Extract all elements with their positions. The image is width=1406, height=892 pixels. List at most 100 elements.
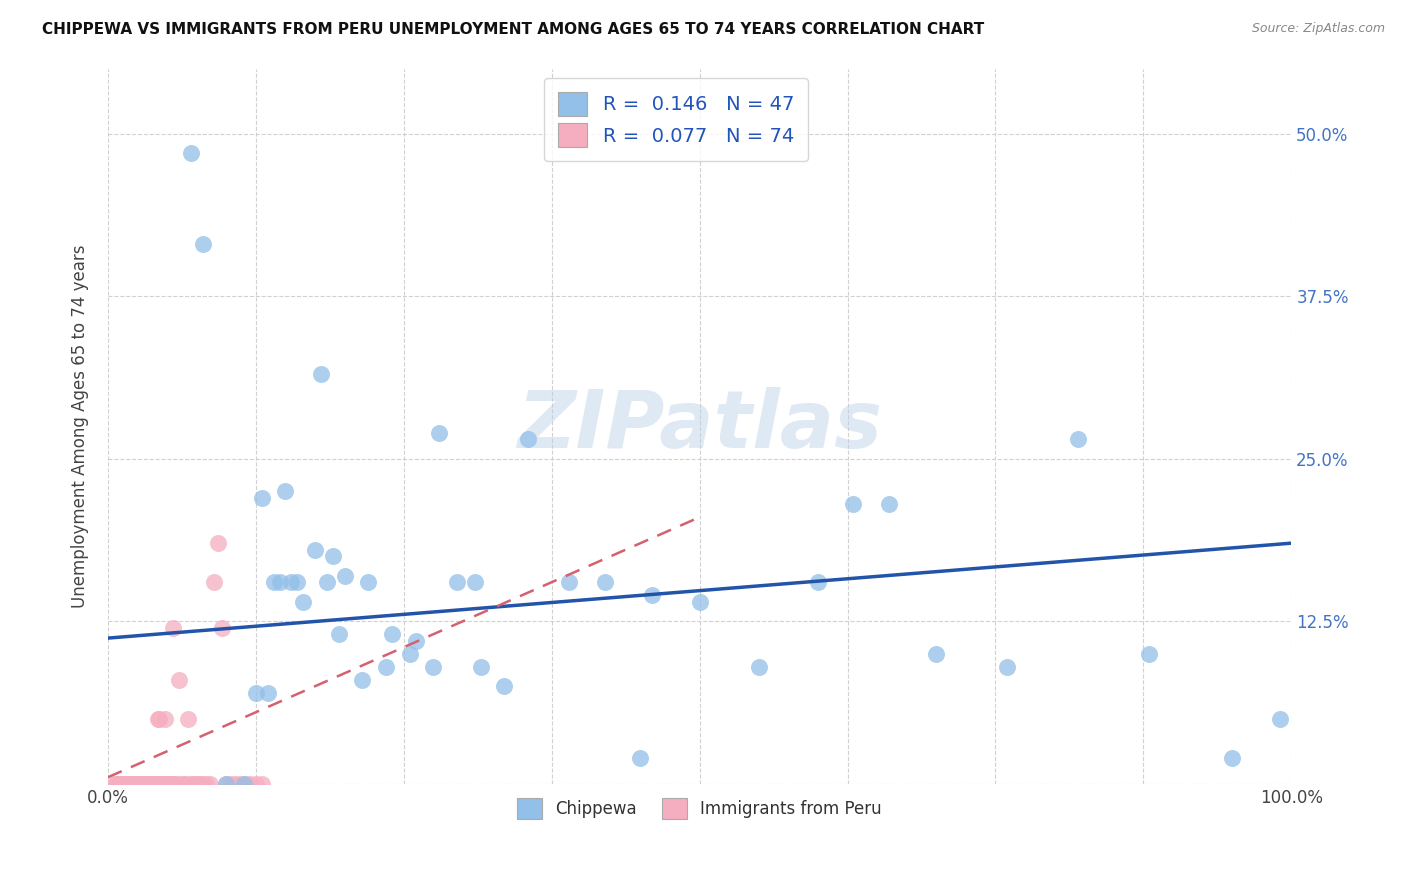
Text: ZIPatlas: ZIPatlas	[517, 387, 882, 465]
Point	[105, 777, 128, 791]
Point	[180, 146, 202, 161]
Point	[162, 621, 184, 635]
Point	[146, 712, 169, 726]
Point	[121, 777, 143, 791]
Point	[143, 777, 166, 791]
Point	[352, 673, 374, 687]
Text: Source: ZipAtlas.com: Source: ZipAtlas.com	[1251, 22, 1385, 36]
Point	[245, 777, 267, 791]
Point	[309, 367, 332, 381]
Point	[280, 575, 302, 590]
Point	[381, 627, 404, 641]
Point	[398, 647, 420, 661]
Point	[184, 777, 207, 791]
Point	[995, 659, 1018, 673]
Point	[129, 777, 152, 791]
Point	[112, 777, 135, 791]
Legend: Chippewa, Immigrants from Peru: Chippewa, Immigrants from Peru	[510, 792, 889, 825]
Point	[181, 777, 204, 791]
Point	[173, 777, 195, 791]
Point	[132, 777, 155, 791]
Point	[422, 659, 444, 673]
Point	[157, 777, 180, 791]
Point	[427, 425, 450, 440]
Point	[195, 777, 218, 791]
Point	[174, 777, 197, 791]
Point	[159, 777, 181, 791]
Point	[191, 237, 214, 252]
Point	[630, 750, 652, 764]
Point	[215, 777, 238, 791]
Point	[152, 777, 174, 791]
Point	[129, 777, 152, 791]
Point	[1067, 432, 1090, 446]
Point	[322, 549, 344, 564]
Point	[134, 777, 156, 791]
Point	[1268, 712, 1291, 726]
Y-axis label: Unemployment Among Ages 65 to 74 years: Unemployment Among Ages 65 to 74 years	[72, 244, 89, 607]
Point	[250, 491, 273, 505]
Point	[114, 777, 136, 791]
Point	[328, 627, 350, 641]
Point	[689, 595, 711, 609]
Point	[1220, 750, 1243, 764]
Point	[748, 659, 770, 673]
Point	[122, 777, 145, 791]
Point	[127, 777, 149, 791]
Point	[167, 673, 190, 687]
Point	[292, 595, 315, 609]
Point	[108, 777, 131, 791]
Point	[188, 777, 211, 791]
Point	[149, 777, 172, 791]
Point	[159, 777, 181, 791]
Point	[163, 777, 186, 791]
Point	[155, 777, 177, 791]
Point	[136, 777, 159, 791]
Point	[215, 777, 238, 791]
Point	[143, 777, 166, 791]
Point	[110, 777, 132, 791]
Point	[285, 575, 308, 590]
Point	[191, 777, 214, 791]
Point	[239, 777, 262, 791]
Point	[517, 432, 540, 446]
Point	[131, 777, 153, 791]
Point	[138, 777, 160, 791]
Point	[128, 777, 150, 791]
Point	[150, 777, 173, 791]
Point	[274, 484, 297, 499]
Point	[115, 777, 138, 791]
Point	[219, 777, 242, 791]
Point	[405, 633, 427, 648]
Point	[807, 575, 830, 590]
Point	[120, 777, 142, 791]
Point	[135, 777, 157, 791]
Point	[316, 575, 339, 590]
Point	[121, 777, 143, 791]
Point	[593, 575, 616, 590]
Point	[142, 777, 165, 791]
Point	[304, 542, 326, 557]
Point	[233, 777, 256, 791]
Point	[842, 497, 865, 511]
Point	[464, 575, 486, 590]
Point	[375, 659, 398, 673]
Point	[148, 712, 170, 726]
Point	[1137, 647, 1160, 661]
Point	[225, 777, 247, 791]
Point	[107, 777, 129, 791]
Point	[470, 659, 492, 673]
Point	[357, 575, 380, 590]
Point	[145, 777, 167, 791]
Point	[136, 777, 159, 791]
Point	[177, 712, 200, 726]
Point	[170, 777, 193, 791]
Text: CHIPPEWA VS IMMIGRANTS FROM PERU UNEMPLOYMENT AMONG AGES 65 TO 74 YEARS CORRELAT: CHIPPEWA VS IMMIGRANTS FROM PERU UNEMPLO…	[42, 22, 984, 37]
Point	[207, 536, 229, 550]
Point	[925, 647, 948, 661]
Point	[180, 777, 202, 791]
Point	[558, 575, 581, 590]
Point	[117, 777, 139, 791]
Point	[198, 777, 221, 791]
Point	[256, 686, 278, 700]
